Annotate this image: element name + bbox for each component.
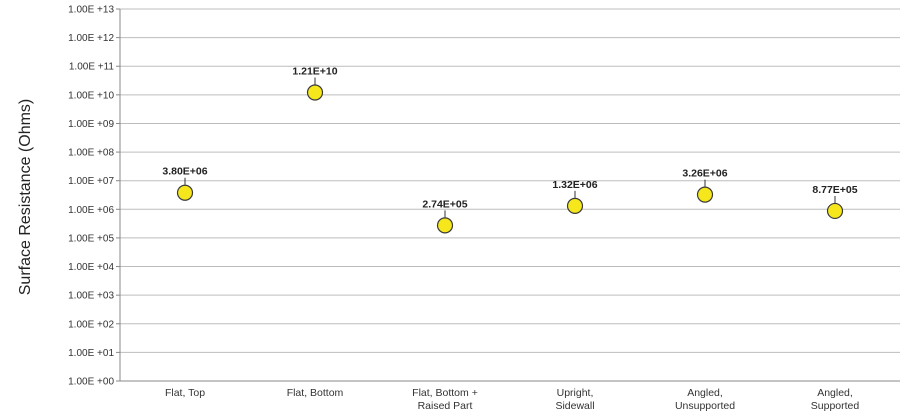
x-tick-label: Flat, Bottom bbox=[287, 387, 344, 399]
y-tick-label: 1.00E +09 bbox=[68, 119, 114, 130]
data-point bbox=[306, 84, 324, 101]
data-point bbox=[826, 202, 844, 220]
data-label: 1.32E+06 bbox=[552, 179, 597, 191]
grid-lines bbox=[120, 8, 900, 353]
data-label: 1.21E+10 bbox=[292, 65, 337, 77]
data-label: 3.80E+06 bbox=[162, 166, 207, 178]
y-tick-label: 1.00E +13 bbox=[68, 5, 114, 16]
data-point bbox=[566, 197, 584, 214]
y-tick-label: 1.00E +11 bbox=[69, 62, 115, 73]
data-point bbox=[176, 184, 194, 201]
y-tick-labels: 1.00E +00 1.00E +01 1.00E +02 1.00E +03 1.00… bbox=[68, 5, 114, 388]
data-label: 3.26E+06 bbox=[682, 168, 727, 180]
data-label: 8.77E+05 bbox=[812, 184, 857, 196]
y-tick-label: 1.00E +06 bbox=[68, 205, 114, 216]
x-tick-label: Angled, Supported bbox=[811, 387, 860, 412]
y-tick-label: 1.00E +02 bbox=[68, 319, 114, 330]
data-point bbox=[696, 186, 714, 203]
y-tick-label: 1.00E +03 bbox=[68, 291, 114, 302]
x-tick-label: Upright, Sidewall bbox=[555, 387, 594, 412]
y-tick-label: 1.00E +08 bbox=[68, 148, 114, 159]
y-tick-label: 1.00E +04 bbox=[68, 262, 114, 273]
y-tick-label: 1.00E +12 bbox=[68, 33, 114, 44]
data-label: 2.74E+05 bbox=[422, 198, 467, 210]
x-tick-label: Flat, Bottom + Raised Part bbox=[412, 387, 478, 412]
y-tick-label: 1.00E +05 bbox=[68, 233, 114, 244]
y-tick-label: 1.00E +00 bbox=[68, 377, 114, 388]
x-tick-label: Angled, Unsupported bbox=[675, 387, 735, 412]
y-axis-title: Surface Resistance (Ohms) bbox=[17, 99, 34, 296]
axes bbox=[116, 8, 900, 382]
y-tick-label: 1.00E +01 bbox=[68, 348, 114, 359]
y-tick-label: 1.00E +07 bbox=[68, 176, 114, 187]
data-point bbox=[436, 217, 454, 234]
y-tick-label: 1.00E +10 bbox=[68, 90, 114, 101]
x-tick-label: Flat, Top bbox=[165, 387, 205, 399]
data-points: 3.80E+06 1.21E+10 2.74E+05 1.32E+06 3.26E+06… bbox=[162, 65, 858, 234]
x-tick-labels: Flat, Top Flat, Bottom Flat, Bottom + Raise… bbox=[165, 387, 859, 412]
